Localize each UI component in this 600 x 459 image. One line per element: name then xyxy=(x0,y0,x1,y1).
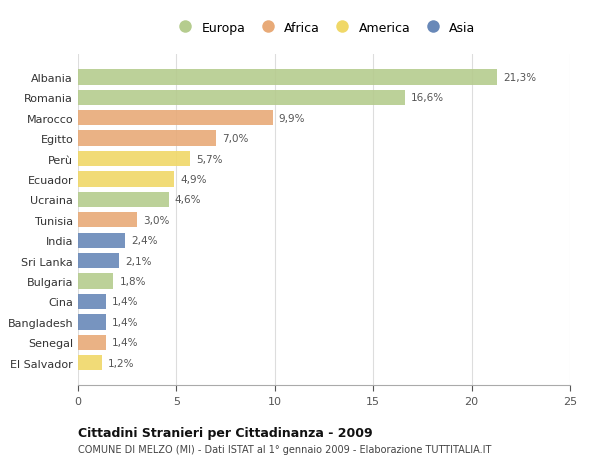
Text: 1,4%: 1,4% xyxy=(112,337,138,347)
Text: 2,4%: 2,4% xyxy=(131,236,158,246)
Text: Cittadini Stranieri per Cittadinanza - 2009: Cittadini Stranieri per Cittadinanza - 2… xyxy=(78,426,373,439)
Bar xyxy=(78,355,101,370)
Bar xyxy=(78,70,497,85)
Bar xyxy=(78,335,106,350)
Bar xyxy=(78,213,137,228)
Text: 4,9%: 4,9% xyxy=(181,174,207,185)
Bar xyxy=(78,111,273,126)
Bar xyxy=(78,233,125,248)
Bar xyxy=(78,294,106,309)
Bar xyxy=(78,253,119,269)
Text: 1,4%: 1,4% xyxy=(112,317,138,327)
Text: 3,0%: 3,0% xyxy=(143,215,169,225)
Bar xyxy=(78,90,404,106)
Bar xyxy=(78,151,190,167)
Text: 1,4%: 1,4% xyxy=(112,297,138,307)
Text: 21,3%: 21,3% xyxy=(503,73,536,83)
Bar xyxy=(78,274,113,289)
Text: 16,6%: 16,6% xyxy=(410,93,444,103)
Text: 5,7%: 5,7% xyxy=(196,154,223,164)
Text: 1,2%: 1,2% xyxy=(107,358,134,368)
Bar xyxy=(78,172,175,187)
Text: 2,1%: 2,1% xyxy=(125,256,152,266)
Text: 7,0%: 7,0% xyxy=(221,134,248,144)
Legend: Europa, Africa, America, Asia: Europa, Africa, America, Asia xyxy=(173,22,475,34)
Bar xyxy=(78,314,106,330)
Bar xyxy=(78,131,216,146)
Text: 9,9%: 9,9% xyxy=(279,113,305,123)
Text: 1,8%: 1,8% xyxy=(119,276,146,286)
Text: COMUNE DI MELZO (MI) - Dati ISTAT al 1° gennaio 2009 - Elaborazione TUTTITALIA.I: COMUNE DI MELZO (MI) - Dati ISTAT al 1° … xyxy=(78,444,491,454)
Text: 4,6%: 4,6% xyxy=(175,195,201,205)
Bar xyxy=(78,192,169,207)
